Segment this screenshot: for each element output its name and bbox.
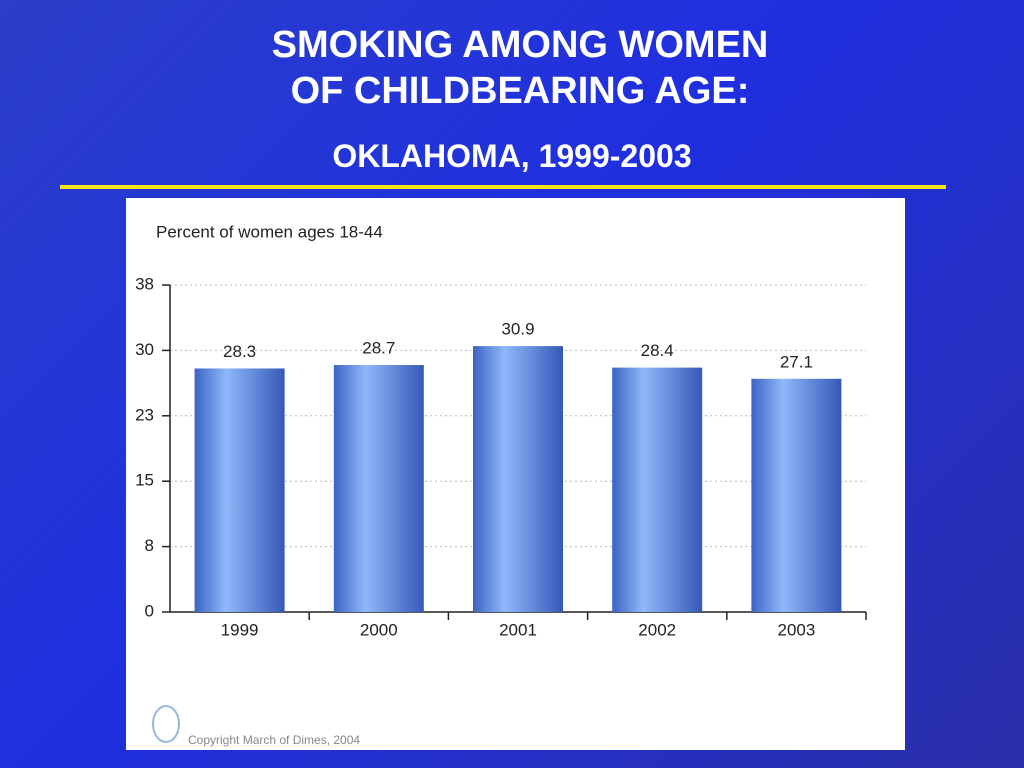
bar: [612, 367, 703, 612]
bar: [473, 346, 563, 612]
x-tick-label: 2003: [777, 620, 815, 639]
bar: [194, 368, 285, 612]
y-tick-label: 23: [135, 405, 154, 424]
x-tick-label: 2001: [499, 620, 537, 639]
y-tick-label: 30: [135, 340, 154, 359]
bar: [751, 378, 842, 612]
y-tick-label: 0: [145, 601, 154, 620]
slide-subtitle: OKLAHOMA, 1999-2003: [332, 138, 692, 174]
value-label: 27.1: [780, 352, 813, 371]
value-label: 28.3: [223, 342, 256, 361]
y-axis-label: Percent of women ages 18-44: [156, 222, 383, 241]
y-tick-label: 8: [145, 536, 154, 555]
divider: [60, 185, 946, 189]
bar: [333, 365, 424, 612]
slide-title: SMOKING AMONG WOMEN OF CHILDBEARING AGE:: [271, 24, 769, 112]
source-note: Copyright March of Dimes, 2004: [188, 733, 360, 747]
x-tick-label: 2002: [638, 620, 676, 639]
logo: [152, 705, 180, 743]
y-tick-label: 15: [135, 471, 154, 490]
y-tick-label: 38: [135, 274, 154, 293]
value-label: 28.7: [362, 339, 395, 358]
x-tick-label: 1999: [221, 620, 259, 639]
value-label: 30.9: [501, 320, 534, 339]
value-label: 28.4: [641, 341, 674, 360]
x-tick-label: 2000: [360, 620, 398, 639]
